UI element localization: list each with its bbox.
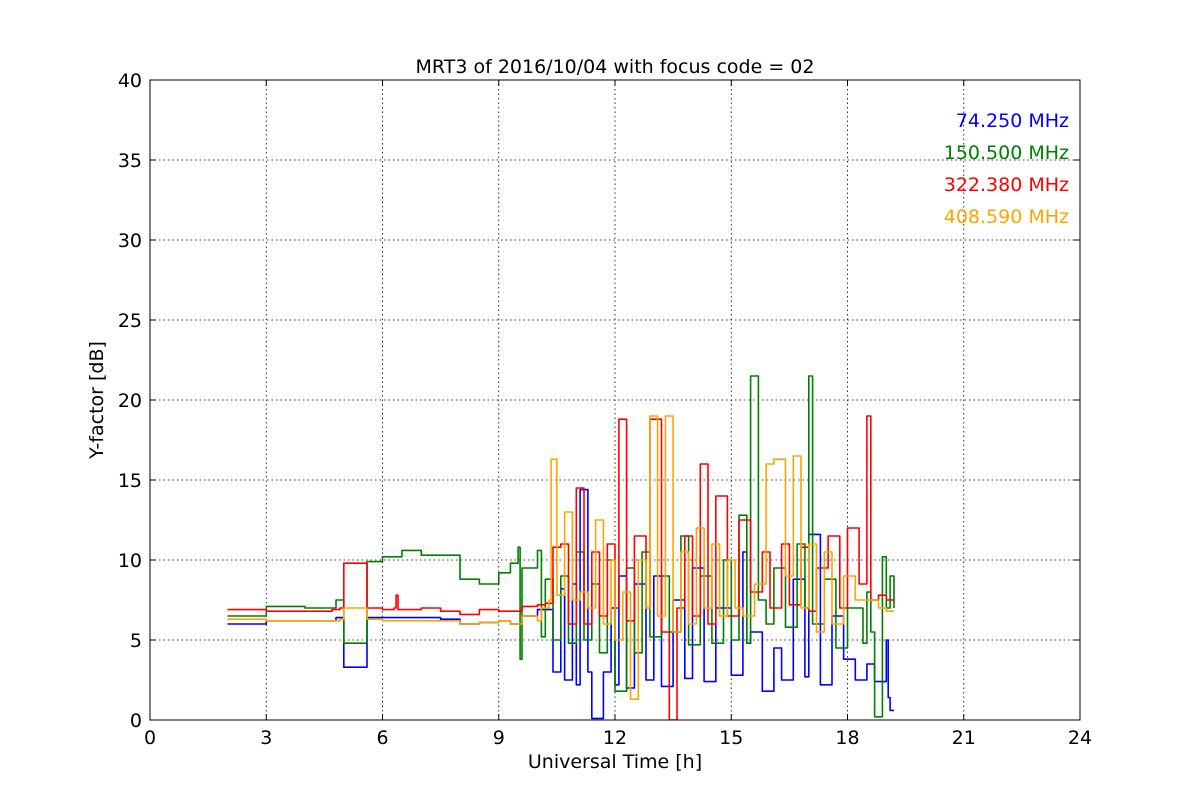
x-tick-label: 9 [493,727,505,749]
y-tick-label: 30 [118,230,142,252]
chart-title: MRT3 of 2016/10/04 with focus code = 02 [416,56,815,78]
x-tick-label: 12 [603,727,627,749]
y-tick-label: 10 [118,550,142,572]
y-tick-label: 25 [118,310,142,332]
y-tick-label: 20 [118,390,142,412]
legend-entry: 74.250 MHz [956,110,1069,132]
legend: 74.250 MHz 150.500 MHz 322.380 MHz 408.590 … [944,110,1069,228]
y-tick-label: 0 [130,710,142,732]
x-tick-label: 15 [719,727,743,749]
x-tick-label: 0 [144,727,156,749]
x-tick-label: 6 [376,727,388,749]
x-tick-label: 24 [1068,727,1092,749]
legend-entry: 322.380 MHz [944,174,1069,196]
x-tick-label: 3 [260,727,272,749]
y-tick-label: 15 [118,470,142,492]
y-tick-label: 35 [118,150,142,172]
x-tick-label: 21 [952,727,976,749]
legend-entry: 408.590 MHz [944,206,1069,228]
series-line [227,415,894,700]
legend-entry: 150.500 MHz [944,142,1069,164]
ticks: 0 3 6 9 12 15 18 21 24 0 5 10 15 20 25 30 35 40 [118,70,1092,749]
x-tick-label: 18 [835,727,859,749]
series-group [227,375,895,720]
y-tick-label: 40 [118,70,142,92]
y-tick-label: 5 [130,630,142,652]
x-axis-label: Universal Time [h] [528,751,702,773]
y-axis-label: Y-factor [dB] [86,341,108,460]
